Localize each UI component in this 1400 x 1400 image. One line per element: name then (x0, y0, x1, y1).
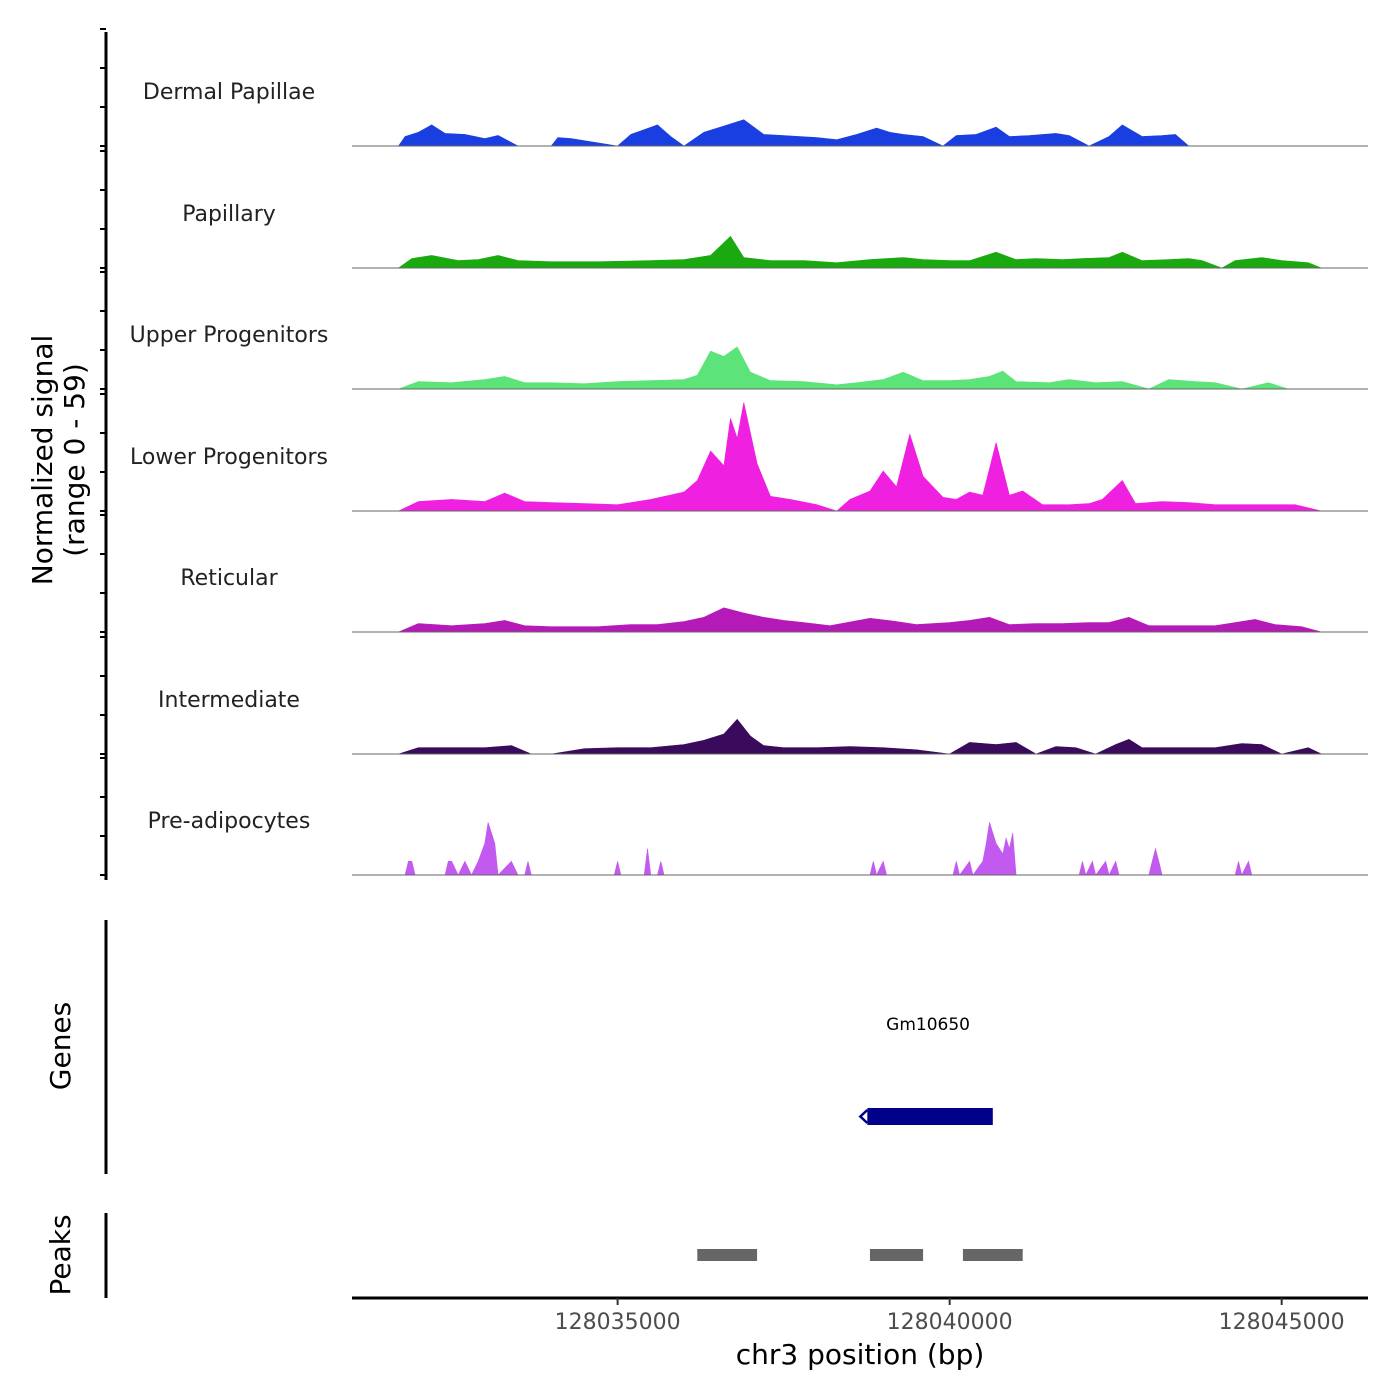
track-reticular: Reticular (180, 566, 1368, 633)
signal-area (397, 235, 1322, 269)
y-axis-title: Normalized signal (range 0 - 59) (26, 335, 91, 586)
left-axes (100, 28, 108, 1298)
signal-area (398, 402, 1322, 512)
peaks-panel-title: Peaks (44, 1214, 77, 1295)
peaks-panel: Peaks (44, 1214, 1023, 1296)
peak-1 (697, 1249, 758, 1261)
track-papillary: Papillary (182, 202, 1368, 269)
x-axis-title: chr3 position (bp) (736, 1338, 985, 1371)
x-tick-label: 128035000 (555, 1310, 681, 1335)
track-intermediate: Intermediate (158, 688, 1368, 755)
signal-area (398, 607, 1322, 633)
x-axis: chr3 position (bp) 128035000 128040000 128… (352, 1296, 1368, 1371)
gene-Gm10650: Gm10650 (858, 1015, 993, 1125)
peak-2 (869, 1249, 924, 1261)
track-dermal-papillae: Dermal Papillae (143, 80, 1368, 147)
y-axis-title-line2: (range 0 - 59) (58, 363, 91, 557)
gene-label: Gm10650 (886, 1015, 970, 1035)
track-lower-progenitors: Lower Progenitors (130, 402, 1368, 512)
track-label: Upper Progenitors (130, 323, 329, 348)
strand-arrow (858, 1109, 869, 1124)
track-label: Papillary (182, 202, 276, 227)
signal-area (398, 346, 1289, 390)
track-label: Reticular (180, 566, 278, 591)
genes-panel-title: Genes (44, 1002, 77, 1090)
genes-panel: Genes Gm10650 (44, 1002, 993, 1125)
track-label: Pre-adipocytes (148, 809, 311, 834)
x-tick-label: 128040000 (887, 1310, 1013, 1335)
signal-area (404, 822, 1253, 876)
track-label: Intermediate (158, 688, 300, 713)
gene-body (867, 1108, 993, 1125)
signal-area (398, 718, 1322, 755)
signal-tracks: Dermal Papillae Papillary Upper Progenitor… (130, 80, 1368, 876)
track-label: Lower Progenitors (130, 445, 328, 470)
track-pre-adipocytes: Pre-adipocytes (148, 809, 1368, 876)
peak-3 (962, 1249, 1023, 1261)
y-axis-title-line1: Normalized signal (26, 335, 59, 586)
track-label: Dermal Papillae (143, 80, 315, 105)
track-upper-progenitors: Upper Progenitors (130, 323, 1368, 390)
signal-area (397, 119, 1190, 147)
x-tick-label: 128045000 (1219, 1310, 1345, 1335)
